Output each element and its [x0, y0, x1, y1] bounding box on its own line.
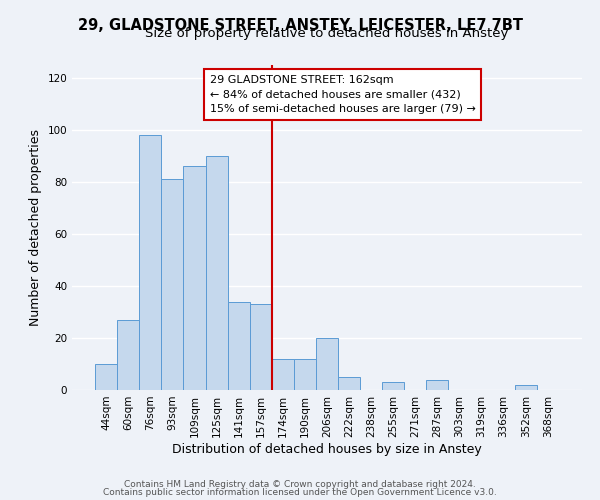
Text: Contains HM Land Registry data © Crown copyright and database right 2024.: Contains HM Land Registry data © Crown c…	[124, 480, 476, 489]
Bar	[382, 382, 404, 390]
Text: 29, GLADSTONE STREET, ANSTEY, LEICESTER, LE7 7BT: 29, GLADSTONE STREET, ANSTEY, LEICESTER,…	[77, 18, 523, 32]
X-axis label: Distribution of detached houses by size in Anstey: Distribution of detached houses by size …	[172, 442, 482, 456]
Bar	[117, 320, 139, 390]
Bar	[515, 385, 537, 390]
Bar	[161, 180, 184, 390]
Bar	[139, 135, 161, 390]
Bar	[227, 302, 250, 390]
Text: Contains public sector information licensed under the Open Government Licence v3: Contains public sector information licen…	[103, 488, 497, 497]
Bar	[427, 380, 448, 390]
Y-axis label: Number of detached properties: Number of detached properties	[29, 129, 42, 326]
Title: Size of property relative to detached houses in Anstey: Size of property relative to detached ho…	[145, 27, 509, 40]
Bar	[338, 377, 360, 390]
Bar	[184, 166, 206, 390]
Bar	[316, 338, 338, 390]
Text: 29 GLADSTONE STREET: 162sqm
← 84% of detached houses are smaller (432)
15% of se: 29 GLADSTONE STREET: 162sqm ← 84% of det…	[210, 74, 476, 114]
Bar	[95, 364, 117, 390]
Bar	[250, 304, 272, 390]
Bar	[206, 156, 227, 390]
Bar	[272, 359, 294, 390]
Bar	[294, 359, 316, 390]
